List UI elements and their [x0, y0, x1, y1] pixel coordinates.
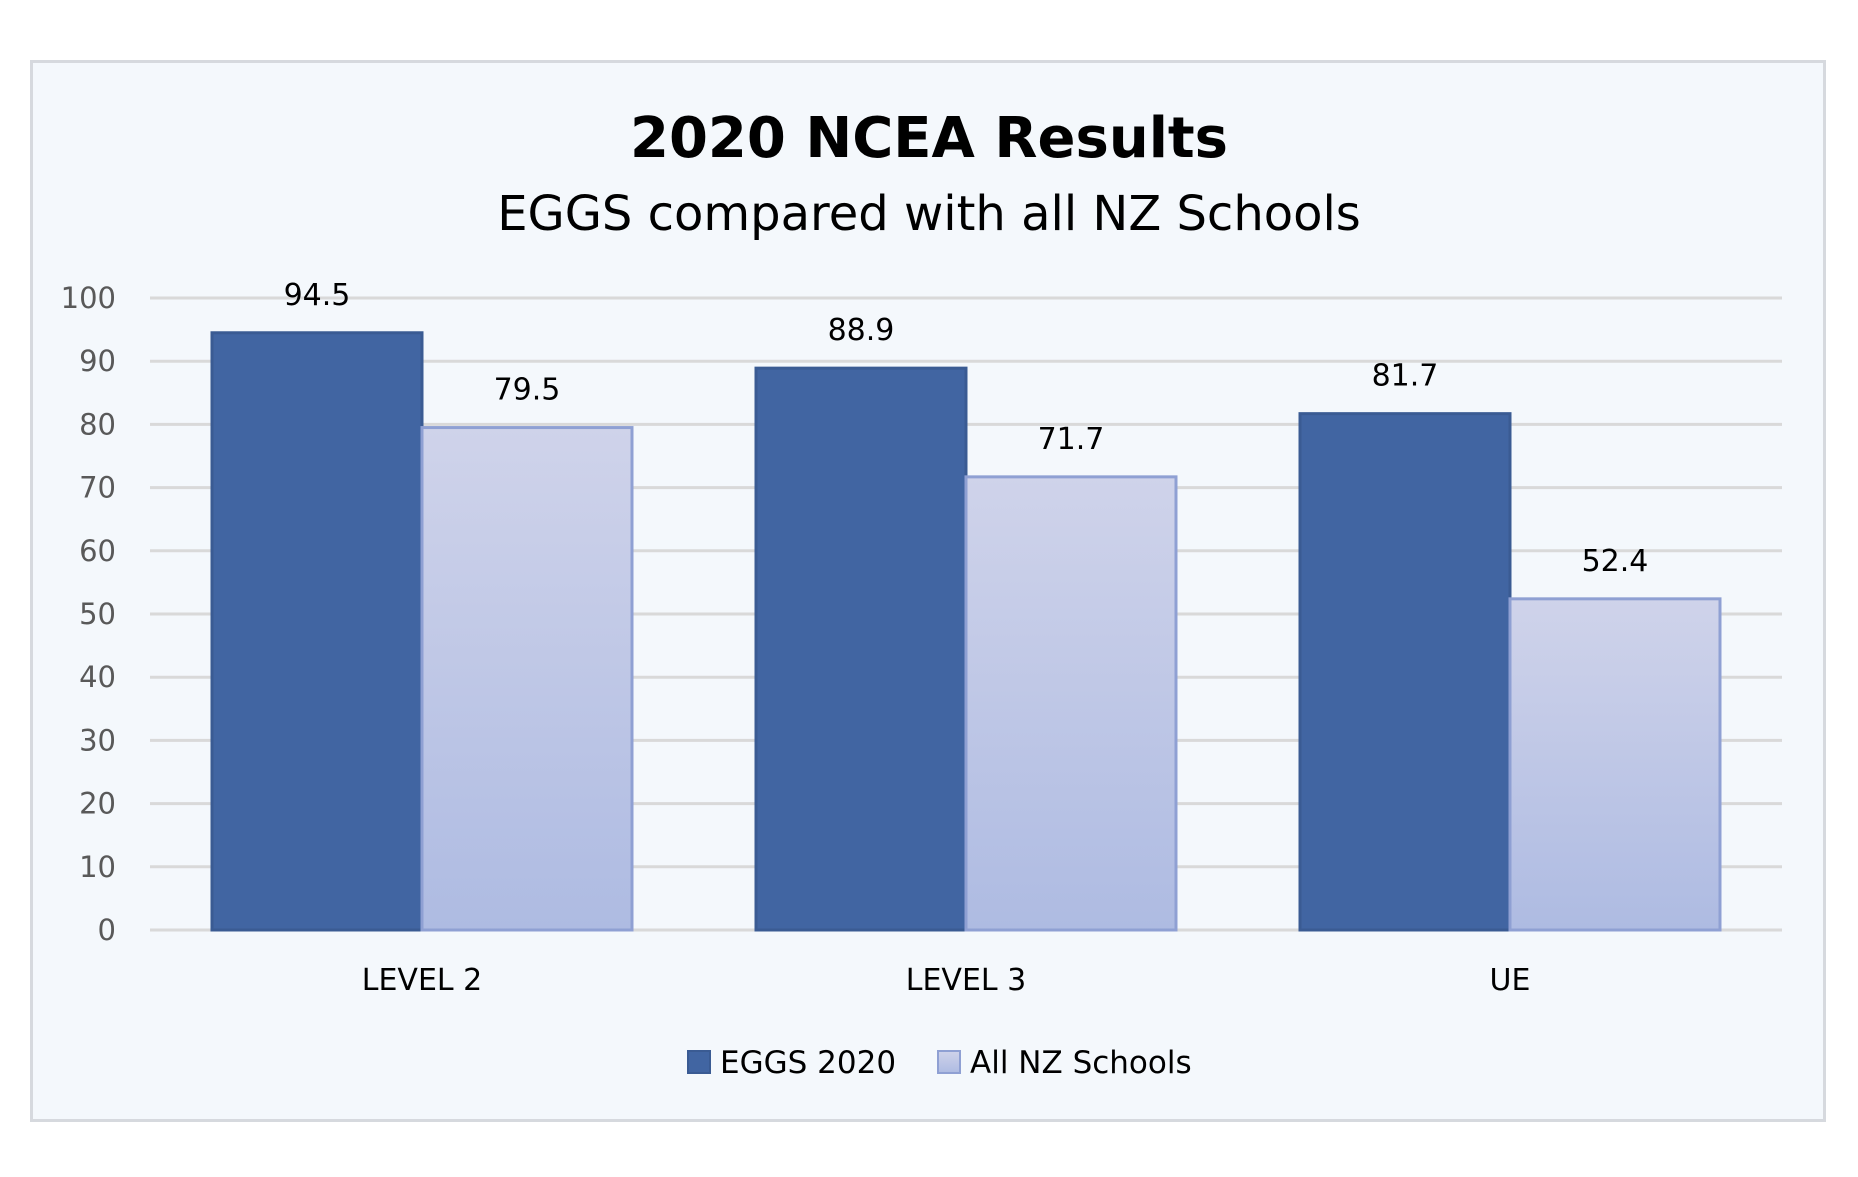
bar-eggs-2020-ue — [1298, 412, 1512, 932]
legend-swatch-eggs-2020 — [687, 1050, 711, 1074]
y-tick-label: 90 — [79, 344, 116, 378]
data-labels: 94.5 79.5 88.9 71.7 81.7 52.4 — [284, 278, 1649, 579]
data-label: 71.7 — [1038, 422, 1105, 457]
data-label: 94.5 — [284, 278, 351, 313]
bar-all-nz-schools-ue — [1508, 597, 1722, 932]
y-tick-label: 20 — [79, 787, 116, 821]
data-label: 52.4 — [1582, 544, 1649, 579]
bar-all-nz-schools-level-2 — [420, 426, 634, 932]
legend-swatch-all-nz-schools — [937, 1050, 961, 1074]
legend-label-all-nz-schools: All NZ Schools — [970, 1045, 1192, 1081]
y-tick-label: 50 — [79, 597, 116, 631]
data-label: 79.5 — [494, 373, 561, 408]
y-tick-label: 10 — [79, 850, 116, 884]
bar-eggs-2020-level-2 — [210, 331, 424, 932]
bar-eggs-2020-level-3 — [754, 366, 968, 932]
x-tick-label: LEVEL 2 — [362, 963, 482, 998]
bar-all-nz-schools-level-3 — [964, 475, 1178, 932]
y-tick-label: 70 — [79, 471, 116, 505]
chart-title: 2020 NCEA Results — [630, 106, 1228, 171]
x-tick-label: UE — [1490, 963, 1531, 998]
y-tick-label: 0 — [98, 913, 116, 947]
x-axis-ticks: LEVEL 2 LEVEL 3 UE — [362, 963, 1531, 998]
y-tick-label: 60 — [79, 534, 116, 568]
bars — [210, 331, 1722, 932]
y-tick-label: 40 — [79, 660, 116, 694]
y-tick-label: 30 — [79, 723, 116, 757]
legend-label-eggs-2020: EGGS 2020 — [720, 1045, 896, 1081]
chart-subtitle: EGGS compared with all NZ Schools — [497, 186, 1361, 242]
y-axis-ticks: 0 10 20 30 40 50 60 70 80 90 100 — [61, 281, 116, 947]
legend: EGGS 2020 All NZ Schools — [687, 1045, 1192, 1081]
y-tick-label: 80 — [79, 407, 116, 441]
x-tick-label: LEVEL 3 — [906, 963, 1026, 998]
data-label: 81.7 — [1372, 359, 1439, 394]
y-tick-label: 100 — [61, 281, 116, 315]
data-label: 88.9 — [828, 313, 895, 348]
